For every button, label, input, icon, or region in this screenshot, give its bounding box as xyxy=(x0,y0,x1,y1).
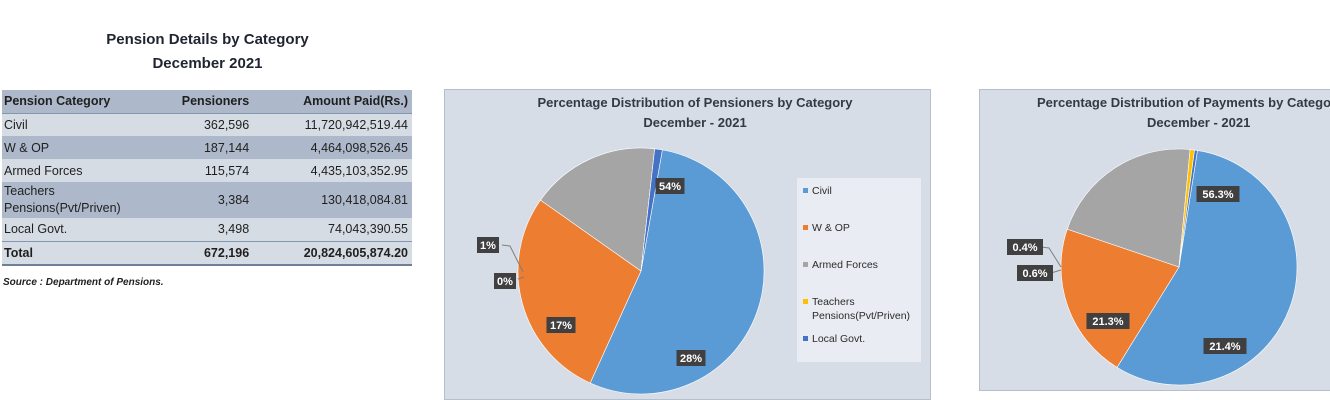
legend-swatch xyxy=(803,298,808,304)
legend-label: Local Govt. xyxy=(812,333,866,345)
row-category: Civil xyxy=(4,117,28,132)
legend-swatch xyxy=(803,187,808,193)
data-label: 1% xyxy=(477,237,499,253)
legend-label: W & OP xyxy=(812,222,850,234)
pensioners-pie-chart: Percentage Distribution of Pensioners by… xyxy=(444,89,931,400)
slice-civil xyxy=(1116,150,1298,386)
table-row: Civil 362,596 11,720,942,519.44 xyxy=(2,113,412,136)
row-category: Armed Forces xyxy=(4,163,83,178)
total-row: Total 672,196 20,824,605,874.20 xyxy=(2,241,412,265)
data-label: 0.6% xyxy=(1017,265,1053,281)
row-pensioners: 115,574 xyxy=(204,163,250,178)
legend-item-civil: Civil xyxy=(803,184,921,198)
table-header-row: Pension Category Pensioners Amount Paid(… xyxy=(2,90,412,113)
leader-line xyxy=(1040,246,1062,268)
data-label-text: 21.3% xyxy=(1092,316,1123,328)
legend-label: Civil xyxy=(812,185,832,197)
header-pension-category: Pension Category xyxy=(4,94,111,109)
row-amount: 74,043,390.55 xyxy=(328,222,408,237)
data-label-text: 0% xyxy=(497,276,513,288)
data-label: 54% xyxy=(655,178,685,194)
report-title-line2: December 2021 xyxy=(152,55,263,72)
data-label: 0.4% xyxy=(1007,239,1043,255)
table-row: Local Govt. 3,498 74,043,390.55 xyxy=(2,218,412,241)
row-category: Local Govt. xyxy=(4,222,68,237)
row-category: W & OP xyxy=(4,140,50,155)
table-row: Teachers Pensions(Pvt/Priven) 3,384 130,… xyxy=(2,182,412,218)
legend-swatch xyxy=(803,261,808,267)
report-title-line1: Pension Details by Category xyxy=(106,31,309,48)
legend-item-armed-forces: Armed Forces xyxy=(803,258,921,272)
data-label-text: 21.4% xyxy=(1209,341,1240,353)
legend-label: Teachers Pensions(Pvt/Priven) xyxy=(812,296,911,322)
row-amount: 4,435,103,352.95 xyxy=(310,163,408,178)
row-amount: 130,418,084.81 xyxy=(321,193,408,207)
table-row: Armed Forces 115,574 4,435,103,352.95 xyxy=(2,159,412,182)
data-label-text: 56.3% xyxy=(1202,189,1233,201)
source-note: Source : Department of Pensions. xyxy=(3,277,164,288)
chart-title-line1: Percentage Distribution of Payments by C… xyxy=(1037,95,1330,110)
chart-title-line2: December - 2021 xyxy=(643,115,747,130)
slice-local-govt xyxy=(1178,149,1198,268)
data-label: 21.4% xyxy=(1203,338,1247,354)
slice-armed-forces xyxy=(540,147,656,272)
data-label-text: 17% xyxy=(550,320,572,332)
legend-swatch xyxy=(803,335,808,341)
row-amount: 4,464,098,526.45 xyxy=(310,140,408,155)
leader-line xyxy=(517,276,525,280)
header-amount-paid: Amount Paid(Rs.) xyxy=(303,94,408,109)
data-label-text: 0.6% xyxy=(1022,268,1047,280)
slice-civil xyxy=(589,149,765,395)
data-label: 28% xyxy=(676,350,706,366)
row-amount: 11,720,942,519.44 xyxy=(304,117,408,132)
legend-item-wop: W & OP xyxy=(803,221,921,235)
leader-line xyxy=(501,244,524,273)
header-pensioners: Pensioners xyxy=(181,94,250,109)
chart-legend: Civil W & OP Armed Forces Teachers Pensi… xyxy=(797,178,921,362)
chart-title: Percentage Distribution of Pensioners by… xyxy=(445,93,930,133)
total-amount: 20,824,605,874.20 xyxy=(303,245,408,260)
legend-swatch xyxy=(803,224,808,230)
legend-item-teachers: Teachers Pensions(Pvt/Priven) xyxy=(803,295,921,323)
data-label: 21.3% xyxy=(1086,313,1130,329)
pensioners-pie-svg: 54% 28% 17% 0% 1% xyxy=(477,147,765,395)
data-label-text: 1% xyxy=(480,240,496,252)
slice-wop xyxy=(1060,228,1180,368)
legend-label: Armed Forces xyxy=(812,259,878,271)
pension-table: Pension Category Pensioners Amount Paid(… xyxy=(2,90,412,266)
payments-pie-chart: Percentage Distribution of Payments by C… xyxy=(979,89,1330,391)
slice-armed-forces xyxy=(1066,148,1191,268)
data-label: 56.3% xyxy=(1196,186,1240,202)
table-row: W & OP 187,144 4,464,098,526.45 xyxy=(2,136,412,159)
data-label: 17% xyxy=(546,317,576,333)
row-pensioners: 362,596 xyxy=(203,117,250,132)
row-pensioners: 3,498 xyxy=(217,222,250,237)
row-pensioners: 187,144 xyxy=(203,140,250,155)
slice-wop xyxy=(517,199,642,384)
chart-title-line1: Percentage Distribution of Pensioners by… xyxy=(537,95,853,110)
chart-title: Percentage Distribution of Payments by C… xyxy=(980,93,1330,133)
payments-pie-svg: 56.3% 21.4% 21.3% 0.6% 0.4% xyxy=(1007,148,1298,386)
row-category: Teachers Pensions(Pvt/Priven) xyxy=(4,184,121,215)
chart-title-line2: December - 2021 xyxy=(1147,115,1251,130)
total-label: Total xyxy=(4,245,33,260)
legend-item-local-govt: Local Govt. xyxy=(803,332,921,346)
data-label: 0% xyxy=(494,273,516,289)
data-label-text: 54% xyxy=(659,181,681,193)
total-pensioners: 672,196 xyxy=(203,245,250,260)
data-label-text: 28% xyxy=(680,353,702,365)
data-label-text: 0.4% xyxy=(1012,242,1037,254)
row-pensioners: 3,384 xyxy=(217,193,250,207)
report-title: Pension Details by Category December 202… xyxy=(60,28,355,76)
